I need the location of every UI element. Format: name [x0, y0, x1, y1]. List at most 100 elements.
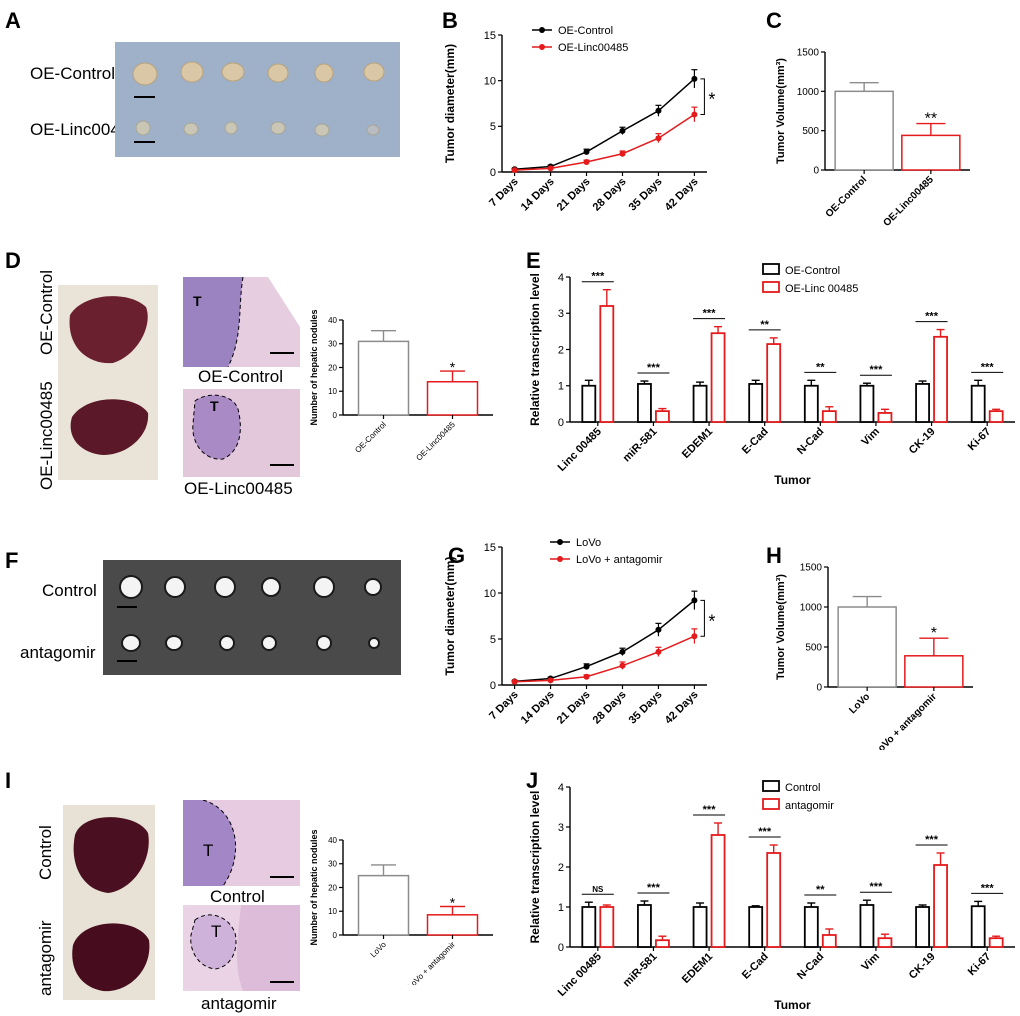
- bar: [581, 384, 597, 423]
- bar: [821, 934, 837, 948]
- y-tick-label: 3: [558, 822, 564, 834]
- significance-label: ***: [591, 271, 605, 283]
- bar: [766, 343, 782, 423]
- y-tick-label: 500: [805, 643, 822, 654]
- bar: [637, 904, 652, 948]
- bar: [599, 906, 615, 948]
- legend-marker: [557, 556, 563, 562]
- photo-f-row-label: antagomir: [20, 643, 96, 662]
- chart-j-transcription: 0 1 2 3 4 Relative transcription level NS Linc …: [528, 780, 1015, 1010]
- data-point: [691, 633, 698, 640]
- photo-f-row-label: Control: [42, 581, 97, 600]
- x-tick-label: miR-581: [621, 951, 660, 990]
- histology-i-label: antagomir: [201, 994, 277, 1013]
- bar: [655, 410, 670, 423]
- data-point: [583, 673, 590, 680]
- bar: [637, 383, 652, 423]
- tumor-photo-a: [115, 42, 400, 157]
- bar: [933, 335, 948, 423]
- legend-label: OE-Control: [785, 265, 840, 277]
- bar: [877, 412, 893, 423]
- significance-label: NS: [592, 885, 604, 894]
- x-tick-label: LoVo: [369, 940, 389, 960]
- x-tick-label: LoVo: [847, 691, 872, 716]
- y-axis-label: Tumor Volume(mm³): [775, 58, 787, 164]
- significance-label: ***: [758, 826, 772, 838]
- x-tick-label: 14 Days: [519, 176, 557, 214]
- histology-d-label: OE-Control: [198, 367, 284, 386]
- y-tick-label: 2: [558, 862, 564, 874]
- legend-swatch: [762, 281, 780, 293]
- bar: [748, 383, 764, 423]
- bar: [655, 939, 670, 948]
- x-tick-label: 42 Days: [663, 176, 701, 214]
- histology-i-top: [183, 800, 300, 886]
- x-axis-label: Tumor: [774, 473, 811, 487]
- series-line: [514, 635, 695, 683]
- y-axis-label: Relative transcription level: [528, 273, 542, 426]
- y-tick-label: 10: [328, 907, 337, 916]
- bar: [859, 384, 875, 423]
- data-point: [691, 111, 698, 118]
- bar: [803, 384, 819, 423]
- liver-photo-i: [63, 805, 155, 1000]
- x-tick-label: 35 Days: [627, 689, 665, 727]
- series-line: [514, 78, 695, 171]
- legend-label: LoVo + antagomir: [576, 554, 663, 566]
- legend-marker: [539, 44, 545, 50]
- y-tick-label: 20: [328, 363, 337, 372]
- bar: [988, 937, 1004, 948]
- x-tick-label: EDEM1: [680, 426, 715, 461]
- x-tick-label: Linc 00485: [556, 426, 604, 474]
- legend-marker: [557, 539, 563, 545]
- bar: [710, 834, 726, 948]
- significance-label: **: [816, 884, 825, 896]
- significance-label: ***: [981, 361, 995, 373]
- chart-c-tumor-volume: 0 500 1000 1500 Tumor Volume(mm³) OE-Control O…: [775, 48, 970, 229]
- significance-label: **: [760, 319, 769, 331]
- y-tick-label: 0: [813, 166, 819, 177]
- bar: [357, 874, 410, 936]
- bar: [970, 905, 986, 948]
- significance-label: *: [931, 625, 937, 642]
- y-axis-label: Relative transcription level: [528, 791, 542, 944]
- legend-label: OE-Control: [558, 25, 613, 37]
- legend-label: LoVo: [576, 537, 601, 549]
- photo-a-row-label: OE-Control: [30, 64, 116, 83]
- x-tick-label: Linc 00485: [556, 951, 604, 999]
- liver-i-label: Control: [36, 825, 55, 880]
- bar: [915, 906, 930, 948]
- tumor-mark: T: [203, 841, 214, 860]
- bar: [834, 90, 894, 171]
- panel-letter-g: G: [448, 543, 466, 568]
- liver-photo-d: [58, 285, 158, 480]
- data-point: [619, 127, 626, 134]
- x-tick-label: OE-Linc00485: [414, 420, 457, 463]
- bar: [357, 340, 410, 416]
- x-tick-label: 28 Days: [591, 689, 629, 727]
- significance-label: ***: [925, 834, 939, 846]
- data-point: [619, 662, 626, 669]
- significance-label: ***: [647, 362, 661, 374]
- significance-label: ***: [870, 881, 884, 893]
- photo-a-row-label: OE-Linc00485: [30, 120, 139, 139]
- bar: [859, 904, 875, 948]
- liver-d-label: OE-Linc00485: [37, 381, 56, 490]
- significance-label: ***: [925, 311, 939, 323]
- y-tick-label: 3: [558, 308, 564, 320]
- significance-label: **: [925, 111, 937, 128]
- y-tick-label: 5: [490, 121, 496, 133]
- y-tick-label: 1000: [800, 603, 823, 614]
- panel-letter-j: J: [526, 768, 539, 793]
- data-point: [691, 75, 698, 82]
- bar: [766, 852, 782, 948]
- x-tick-label: LoVo + antagomir: [872, 691, 939, 750]
- data-point: [619, 150, 626, 157]
- x-tick-label: 28 Days: [591, 176, 629, 214]
- x-tick-label: EDEM1: [680, 951, 715, 986]
- y-tick-label: 4: [558, 272, 564, 284]
- data-point: [547, 165, 554, 172]
- histology-i-bottom: [183, 905, 300, 991]
- data-point: [583, 158, 590, 165]
- data-point: [655, 107, 662, 114]
